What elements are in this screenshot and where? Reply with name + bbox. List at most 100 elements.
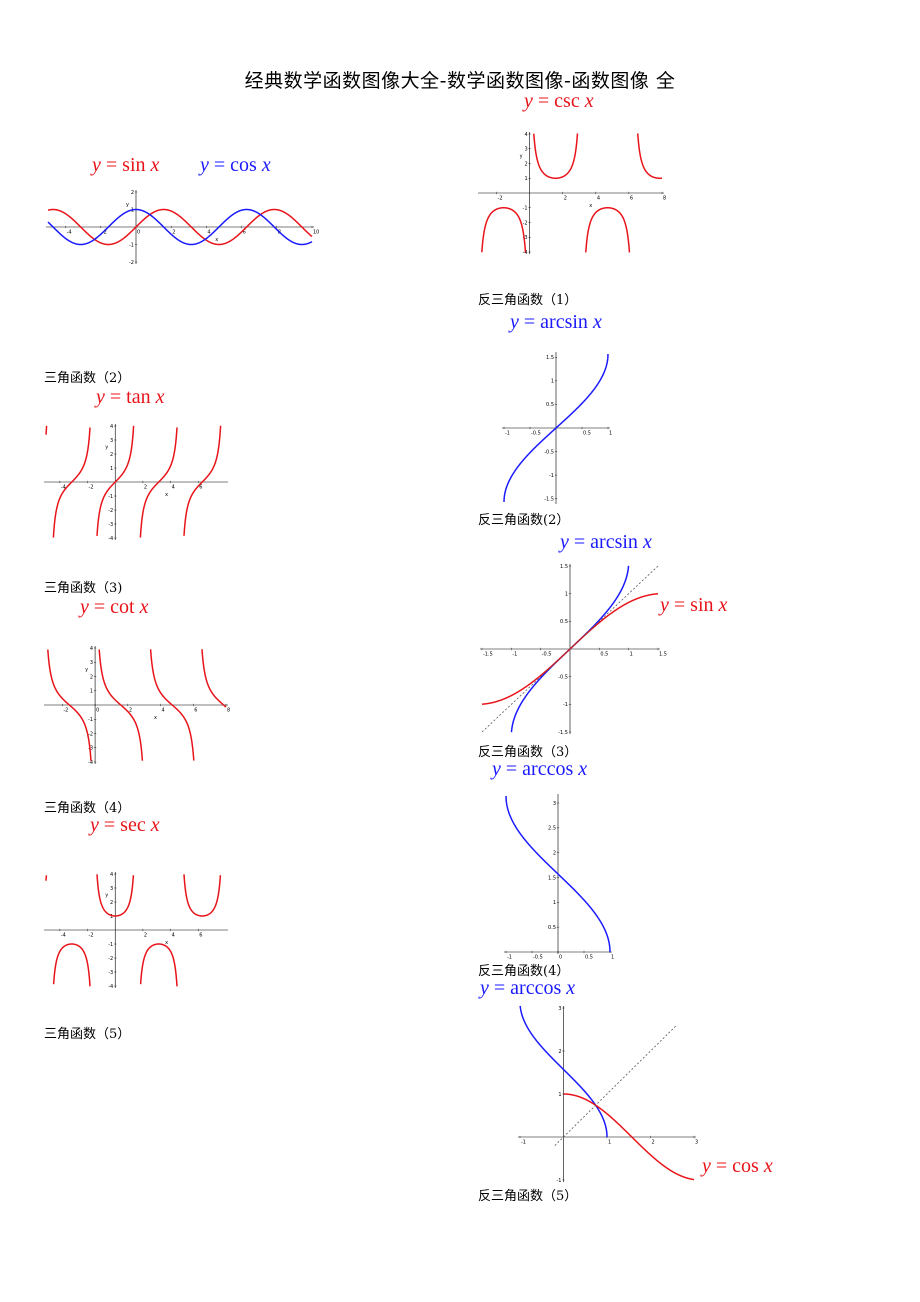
x-tick-label: 0 <box>137 230 140 236</box>
tan-curve <box>45 425 222 538</box>
x-tick-label: 2 <box>129 708 132 714</box>
y-tick-label: 2 <box>90 674 93 680</box>
arcsin-sin-graph: -1.5 -1 -0.5 0.5 1 1.5 1.5 1 0.5 -0.5 -1 -1.5 <box>480 564 667 736</box>
y-tick-label: -1.5 <box>544 496 554 502</box>
y-tick-label: -1 <box>549 473 554 479</box>
y-tick-label: -0.5 <box>544 449 554 455</box>
x-tick-label: -4 <box>67 230 72 236</box>
y-tick-label: 2.5 <box>548 826 556 832</box>
x-tick-label: -1 <box>505 431 510 437</box>
x-tick-label: -4 <box>61 933 66 939</box>
y-tick-label: 1 <box>551 379 554 385</box>
x-tick-label: 8 <box>663 196 666 202</box>
x-tick-label: 6 <box>194 708 197 714</box>
y-tick-label: 2 <box>558 1049 561 1055</box>
y-tick-label: -4 <box>108 984 113 990</box>
csc-curve <box>481 133 663 253</box>
y-tick-label: 4 <box>524 132 527 138</box>
y-tick-label: -2 <box>523 220 528 226</box>
y-tick-label: -3 <box>108 522 113 528</box>
y-tick-label: 4 <box>110 424 113 430</box>
x-tick-label: 6 <box>199 933 202 939</box>
x-tick-label: 0 <box>559 955 562 961</box>
caption-trig-2: 三角函数（2） <box>44 371 131 386</box>
arccos-curve <box>505 795 611 953</box>
x-axis-label: x <box>154 715 157 721</box>
y-tick-label: -2 <box>88 731 93 737</box>
arccos-label-2: y = arccos x <box>480 977 576 999</box>
caption-inv-2: 反三角函数(2） <box>478 513 570 528</box>
x-axis-label: x <box>165 940 168 946</box>
y-tick-label: 1 <box>553 900 556 906</box>
y-tick-label: -4 <box>523 250 528 256</box>
y-axis-label: y <box>126 202 129 208</box>
y-tick-label: 1 <box>110 914 113 920</box>
x-tick-label: -1 <box>512 652 517 658</box>
y-tick-label: 1 <box>110 466 113 472</box>
x-tick-label: 10 <box>313 230 319 236</box>
y-tick-label: 4 <box>110 872 113 878</box>
x-tick-label: -0.5 <box>533 955 543 961</box>
y-tick-label: -1 <box>129 242 134 248</box>
x-tick-label: -2 <box>102 230 107 236</box>
x-tick-label: 4 <box>162 708 165 714</box>
y-axis-label: y <box>105 892 108 898</box>
x-tick-label: -0.5 <box>542 652 552 658</box>
cos-label: y = cos x <box>200 154 271 176</box>
y-tick-label: 3 <box>90 660 93 666</box>
csc-graph: -2 2 4 6 8 4 3 2 1 -1 -2 -3 -4 x y <box>478 132 666 256</box>
x-tick-label: 6 <box>199 485 202 491</box>
cos-curve <box>47 208 313 246</box>
y-tick-label: 1 <box>524 176 527 182</box>
sin-label: y = sin x <box>92 154 160 176</box>
tan-graph: -4 -2 2 4 6 4 3 2 1 -1 -2 -3 -4 x y <box>44 424 228 542</box>
arcsin-label: y = arcsin x <box>510 311 602 333</box>
y-tick-label: -1 <box>523 206 528 212</box>
x-tick-label: -0.5 <box>531 431 541 437</box>
x-tick-label: 0.5 <box>585 955 593 961</box>
y-tick-label: 1.5 <box>560 564 568 570</box>
cos-curve <box>562 1093 695 1181</box>
x-tick-label: 4 <box>207 230 210 236</box>
x-tick-label: 1 <box>611 955 614 961</box>
y-axis-label: y <box>85 667 88 673</box>
y-tick-label: 2 <box>524 161 527 167</box>
caption-trig-5: 三角函数（5） <box>44 1027 131 1042</box>
y-tick-label: -1 <box>557 1178 562 1184</box>
y-axis-label: y <box>520 154 523 160</box>
cot-label: y = cot x <box>80 596 149 618</box>
arccos-curve <box>519 1005 608 1138</box>
y-tick-label: 2 <box>110 452 113 458</box>
x-tick-label: 1 <box>608 1140 611 1146</box>
y-tick-label: -1 <box>108 942 113 948</box>
sec-label: y = sec x <box>90 814 160 836</box>
y-tick-label: 4 <box>90 646 93 652</box>
y-tick-label: -2 <box>108 956 113 962</box>
x-tick-label: 4 <box>172 933 175 939</box>
sec-curve <box>45 874 222 987</box>
y-tick-label: -2 <box>108 508 113 514</box>
y-tick-label: 1.5 <box>548 875 556 881</box>
y-tick-label: -3 <box>108 970 113 976</box>
x-tick-label: 3 <box>695 1140 698 1146</box>
caption-trig-3: 三角函数（3) <box>44 581 123 596</box>
x-tick-label: 0.5 <box>583 431 591 437</box>
y-tick-label: -0.5 <box>558 674 568 680</box>
x-tick-label: -2 <box>498 196 503 202</box>
y-tick-label: 3 <box>553 801 556 807</box>
x-tick-label: 2 <box>172 230 175 236</box>
y-tick-label: 0.5 <box>546 402 554 408</box>
arccos-label: y = arccos x <box>492 758 588 780</box>
x-axis-label: x <box>215 237 218 243</box>
y-tick-label: -3 <box>523 235 528 241</box>
x-tick-label: 4 <box>597 196 600 202</box>
x-tick-label: -2 <box>89 485 94 491</box>
x-tick-label: 6 <box>630 196 633 202</box>
arccos-cos-graph: -1 1 2 3 3 2 1 -1 <box>518 1005 698 1184</box>
x-tick-label: -2 <box>63 708 68 714</box>
y-tick-label: -1 <box>563 702 568 708</box>
y-tick-label: 0.5 <box>560 619 568 625</box>
y-tick-label: 1 <box>565 591 568 597</box>
